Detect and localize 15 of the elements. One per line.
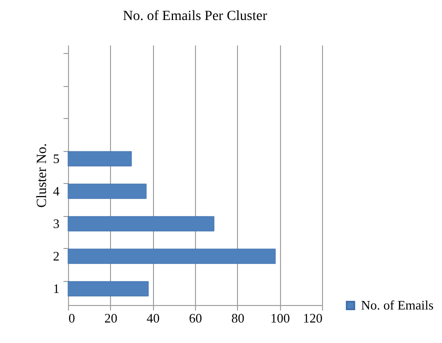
- y-tick-label: 5: [53, 150, 60, 166]
- y-axis-title: Cluster No.: [35, 143, 50, 208]
- x-tick-label: 80: [231, 310, 244, 326]
- x-tick-label: 60: [189, 310, 202, 326]
- x-tick-label: 40: [146, 310, 160, 326]
- x-tick-label: 120: [303, 310, 322, 326]
- y-tick-label: 4: [53, 183, 60, 198]
- y-tick-label: 3: [53, 216, 60, 231]
- y-tick-label: 2: [53, 248, 60, 264]
- x-tick-label: 0: [68, 310, 75, 326]
- chart-title: No. of Emails Per Cluster: [122, 9, 268, 24]
- legend-label: No. of Emails: [361, 298, 434, 312]
- x-tick-label: 100: [270, 310, 290, 326]
- y-tick-label: 1: [53, 280, 60, 296]
- x-tick-label: 20: [104, 310, 118, 326]
